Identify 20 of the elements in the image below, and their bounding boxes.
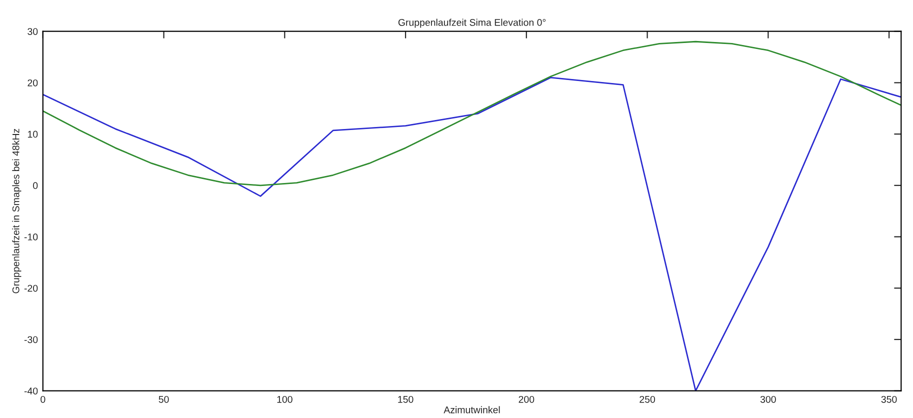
x-tick-label: 300 — [760, 396, 776, 403]
y-tick-label: 30 — [28, 28, 38, 35]
x-tick-label: 200 — [518, 396, 534, 403]
x-tick-label: 50 — [158, 396, 169, 403]
y-tick-label: -20 — [24, 284, 38, 292]
x-tick-label: 350 — [881, 396, 897, 403]
x-tick-label: 150 — [398, 396, 414, 403]
chart-title: Gruppenlaufzeit Sima Elevation 0° — [398, 18, 546, 28]
y-tick-label: -10 — [24, 234, 38, 240]
x-axis-title: Azimutwinkel — [444, 406, 500, 414]
line-series — [42, 40, 902, 186]
y-tick-label: 0 — [33, 182, 38, 190]
x-tick-label: 0 — [40, 396, 46, 403]
x-tick-label: 100 — [277, 396, 292, 403]
y-tick-label: 20 — [28, 79, 38, 86]
x-tick-label: 250 — [640, 396, 656, 403]
y-tick-label: -40 — [24, 388, 38, 394]
y-tick-label: -30 — [24, 336, 38, 344]
y-tick-label: 10 — [28, 130, 38, 138]
y-axis-title: Gruppenlaufzeit in Smaples bei 48kHz — [12, 128, 22, 294]
